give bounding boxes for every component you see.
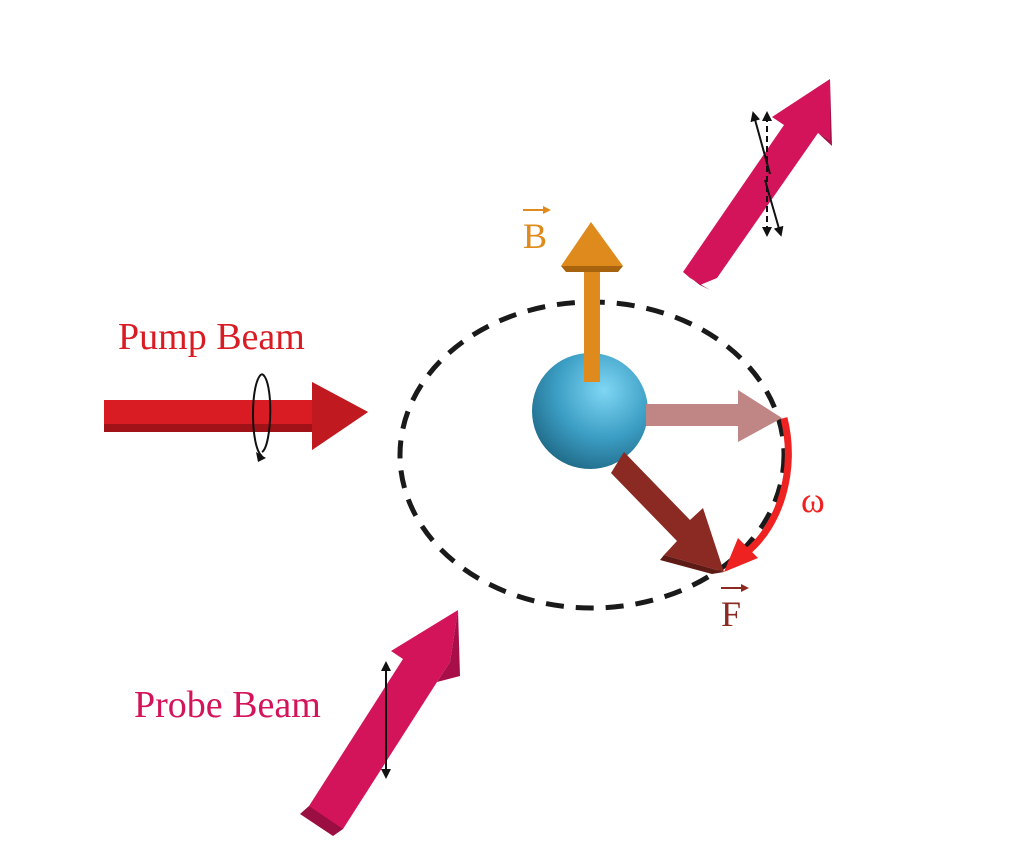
f-vector-arrow <box>611 452 724 574</box>
circular-polarization-icon <box>252 373 272 462</box>
rotation-arc <box>724 417 792 572</box>
probe-beam-arrow <box>300 610 460 836</box>
pump-beam-label: Pump Beam <box>118 316 305 358</box>
pump-beam-arrow <box>104 382 368 450</box>
probe-beam-out-arrow <box>683 79 832 290</box>
atom-sphere <box>532 353 648 469</box>
omega-label: ω <box>801 480 825 520</box>
probe-beam-label: Probe Beam <box>134 684 321 726</box>
b-vector-arrow <box>561 222 623 382</box>
rotated-polarization-icon <box>750 111 784 237</box>
f-vector-overarrow-icon <box>721 584 749 592</box>
b-vector-overarrow-icon <box>523 206 551 214</box>
spin-initial-arrow <box>646 390 782 442</box>
f-vector-label: F <box>721 594 741 634</box>
b-vector-label: B <box>523 216 547 256</box>
